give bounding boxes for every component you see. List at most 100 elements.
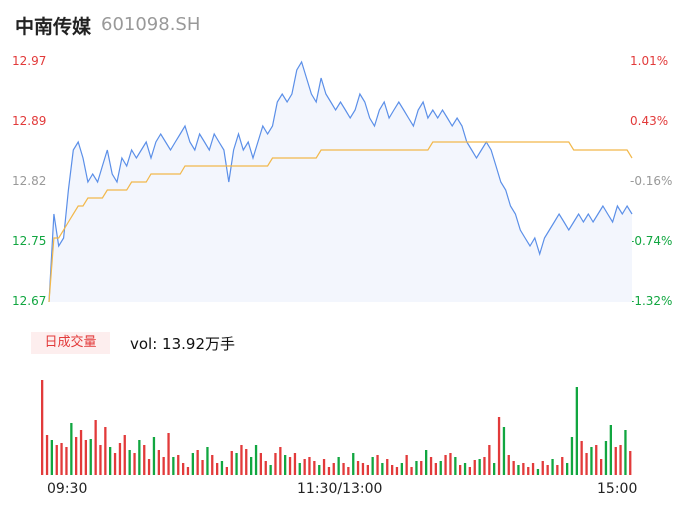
volume-bar [113, 453, 117, 475]
volume-bar [580, 441, 583, 475]
volume-bar [308, 457, 311, 475]
volume-bar [109, 447, 112, 475]
volume-bar [182, 463, 185, 475]
volume-bar [531, 463, 535, 475]
volume-bar [386, 459, 389, 475]
average-line [48, 141, 633, 303]
volume-bar [147, 459, 151, 475]
stock-name: 中南传媒 [15, 16, 92, 38]
volume-bar [318, 465, 321, 475]
volume-bar [604, 441, 608, 475]
volume-bar [522, 463, 525, 475]
volume-bar [459, 465, 462, 475]
y-tick-percent: -0.74% [630, 234, 673, 248]
x-tick-open: 09:30 [47, 481, 88, 497]
volume-badge[interactable]: 日成交量 [31, 332, 110, 354]
volume-bar [216, 463, 219, 475]
volume-bar [395, 467, 399, 475]
volume-bar [570, 437, 574, 475]
volume-bar [356, 461, 360, 475]
y-tick-price: 12.97 [12, 54, 47, 68]
y-tick-percent: -0.16% [630, 174, 673, 188]
volume-bar [600, 459, 603, 475]
volume-bar [425, 450, 428, 475]
y-tick-price: 12.89 [12, 114, 47, 128]
volume-bar [220, 461, 224, 475]
x-tick-close: 15:00 [597, 481, 638, 497]
volume-bar [99, 445, 102, 475]
volume-bar [371, 457, 374, 475]
volume-bar [429, 457, 433, 475]
volume-bar [177, 455, 180, 475]
volume-bar [541, 461, 544, 475]
volume-bar [94, 420, 97, 475]
volume-bar [590, 447, 593, 475]
volume-bar [609, 425, 612, 475]
volume-bar [45, 435, 49, 475]
volume-bar [439, 461, 442, 475]
volume-bar [420, 461, 423, 475]
volume-bar [298, 463, 301, 475]
volume-bar [478, 459, 481, 475]
volume-bar [561, 457, 564, 475]
volume-bar [454, 457, 457, 475]
volume-bar [152, 437, 156, 475]
volume-bar [502, 427, 506, 475]
volume-bar [274, 453, 277, 475]
volume-bar [211, 455, 214, 475]
volume-bar [313, 461, 316, 475]
volume-bar [269, 465, 272, 475]
y-tick-percent: 0.43% [630, 114, 669, 128]
volume-bar [75, 437, 78, 475]
volume-bar [444, 455, 447, 475]
volume-bar [434, 463, 437, 475]
volume-bar [50, 440, 53, 475]
volume-bar [410, 467, 413, 475]
volume-bar [381, 463, 384, 475]
volume-bar [60, 443, 63, 475]
volume-bar [138, 440, 141, 475]
volume-bar [614, 447, 617, 475]
volume-bar [488, 445, 491, 475]
volume-bar [235, 453, 238, 475]
y-tick-price: 12.75 [12, 234, 47, 248]
volume-bar [55, 445, 58, 475]
volume-bar [337, 457, 340, 475]
volume-bar [463, 463, 467, 475]
volume-bar [405, 455, 408, 475]
price-area-fill [49, 62, 632, 302]
y-tick-price: 12.67 [12, 294, 47, 308]
volume-bar [259, 453, 262, 475]
volume-bar [376, 455, 379, 475]
volume-bar [347, 467, 350, 475]
volume-bar [468, 467, 471, 475]
volume-bar [303, 459, 306, 475]
volume-bar [391, 465, 394, 475]
volume-bar [366, 465, 369, 475]
volume-bar [624, 430, 627, 475]
volume-bar [201, 460, 204, 475]
volume-bar [230, 451, 233, 475]
volume-bar [133, 453, 136, 475]
volume-bar [79, 430, 83, 475]
y-tick-percent: -1.32% [630, 294, 673, 308]
volume-bar [327, 467, 331, 475]
volume-bar [566, 463, 569, 475]
volume-bar [70, 423, 73, 475]
volume-bar [143, 445, 146, 475]
volume-bar [497, 417, 501, 475]
y-tick-price: 12.82 [12, 174, 47, 188]
volume-bar [41, 380, 44, 475]
volume-bar [196, 450, 199, 475]
volume-bar [84, 440, 87, 475]
volume-bar [342, 463, 345, 475]
volume-bar [322, 459, 326, 475]
y-tick-percent: 1.01% [630, 54, 669, 68]
volume-bar [361, 463, 365, 475]
volume-bar [536, 469, 540, 475]
volume-bar [284, 455, 287, 475]
volume-bar [293, 453, 297, 475]
volume-bar [507, 455, 510, 475]
volume-bar [167, 433, 170, 475]
